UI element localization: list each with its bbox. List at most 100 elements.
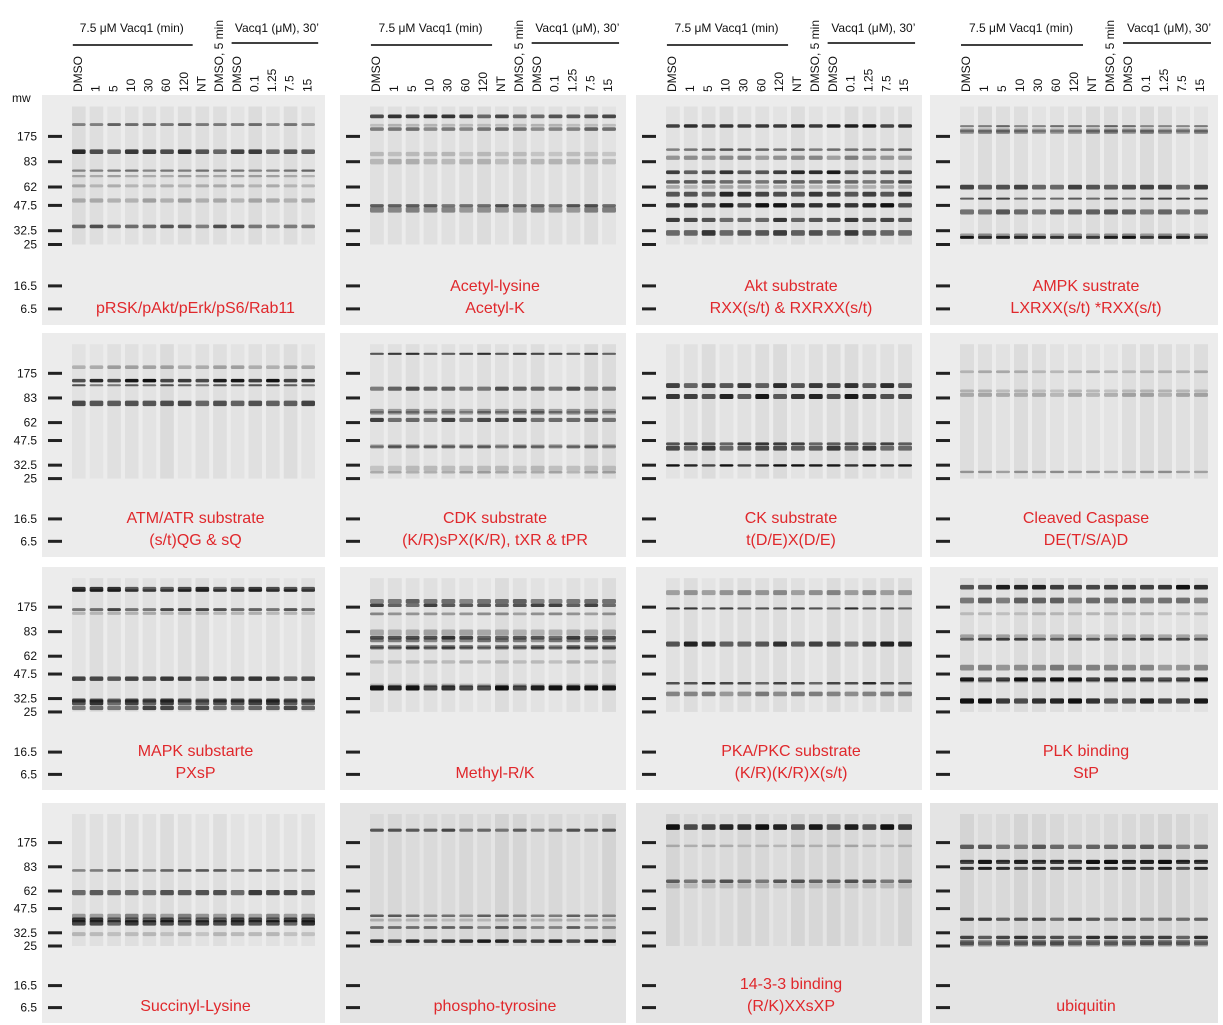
band — [666, 185, 680, 189]
band — [1104, 940, 1118, 945]
band — [809, 180, 823, 184]
band — [602, 660, 616, 663]
band — [996, 845, 1010, 849]
band — [1176, 860, 1190, 862]
band — [143, 699, 157, 705]
blot-panel: MAPK substartePXsP — [42, 567, 325, 790]
band — [1068, 209, 1082, 214]
band — [960, 918, 974, 921]
band — [406, 204, 420, 207]
ladder-band — [936, 890, 950, 893]
band — [231, 918, 245, 922]
lane-smear — [143, 344, 157, 478]
ladder-band — [642, 630, 656, 633]
ladder-band — [936, 477, 950, 480]
band — [90, 918, 104, 922]
lane-smear — [143, 578, 157, 712]
ladder-band — [642, 841, 656, 844]
band — [978, 860, 992, 862]
band — [602, 207, 616, 213]
band — [370, 604, 384, 607]
blot-panel: ATM/ATR substrate(s/t)QG & sQ — [42, 333, 325, 557]
band — [1050, 867, 1064, 870]
band — [495, 926, 509, 929]
band — [960, 209, 974, 214]
band — [845, 446, 859, 451]
lane-smear — [266, 344, 280, 478]
band — [495, 159, 509, 165]
band — [441, 204, 455, 207]
band — [495, 127, 509, 131]
band — [702, 192, 716, 197]
band — [845, 845, 859, 847]
band — [666, 590, 680, 595]
band — [845, 180, 859, 184]
band — [1194, 867, 1208, 870]
band — [862, 692, 876, 697]
band — [684, 590, 698, 595]
band — [72, 175, 86, 177]
ladder-band — [346, 204, 360, 207]
lane-label: 5 — [405, 85, 419, 92]
lane-smear — [125, 814, 139, 946]
band — [160, 612, 174, 615]
group-label: 7.5 μM Vacq1 (min) — [378, 21, 482, 35]
band — [301, 890, 315, 895]
band — [845, 170, 859, 174]
band — [549, 159, 563, 165]
ladder-band — [48, 135, 62, 138]
band — [809, 880, 823, 883]
ladder-band — [346, 697, 360, 700]
band — [862, 464, 876, 466]
ladder-band — [936, 421, 950, 424]
band — [602, 939, 616, 943]
band — [531, 915, 545, 918]
lane-label: DMSO, 5 min — [512, 20, 526, 92]
band — [773, 607, 787, 609]
band — [213, 198, 227, 202]
band — [666, 230, 680, 236]
band — [143, 175, 157, 177]
band — [125, 184, 139, 187]
band — [266, 608, 280, 611]
band — [898, 218, 912, 222]
band — [827, 218, 841, 222]
band — [880, 180, 894, 184]
band — [406, 919, 420, 922]
band — [284, 123, 298, 126]
ladder-band — [642, 1006, 656, 1009]
band — [702, 394, 716, 399]
band — [213, 401, 227, 406]
band — [513, 387, 527, 391]
band — [666, 170, 680, 174]
band — [531, 207, 545, 213]
band — [1050, 936, 1064, 939]
ladder-band — [642, 186, 656, 189]
band — [702, 230, 716, 236]
ladder-band — [346, 284, 360, 287]
ladder-band — [936, 439, 950, 442]
band — [809, 148, 823, 151]
lane-label: 60 — [754, 78, 768, 92]
band — [301, 225, 315, 229]
band — [978, 393, 992, 397]
band — [531, 604, 545, 607]
band — [143, 890, 157, 895]
panel-label: CK substrate — [745, 510, 838, 527]
band — [513, 926, 527, 929]
band — [773, 192, 787, 197]
band — [441, 418, 455, 422]
ladder-band — [346, 307, 360, 310]
band — [845, 464, 859, 466]
ladder-band — [642, 517, 656, 520]
band — [1176, 393, 1190, 397]
band — [755, 394, 769, 399]
band — [495, 411, 509, 413]
band — [196, 384, 210, 386]
lane-label: DMSO — [369, 56, 383, 92]
band — [898, 185, 912, 189]
band — [791, 883, 805, 888]
band — [1104, 125, 1118, 127]
mw-label: 25 — [24, 238, 38, 252]
band — [1140, 130, 1154, 134]
